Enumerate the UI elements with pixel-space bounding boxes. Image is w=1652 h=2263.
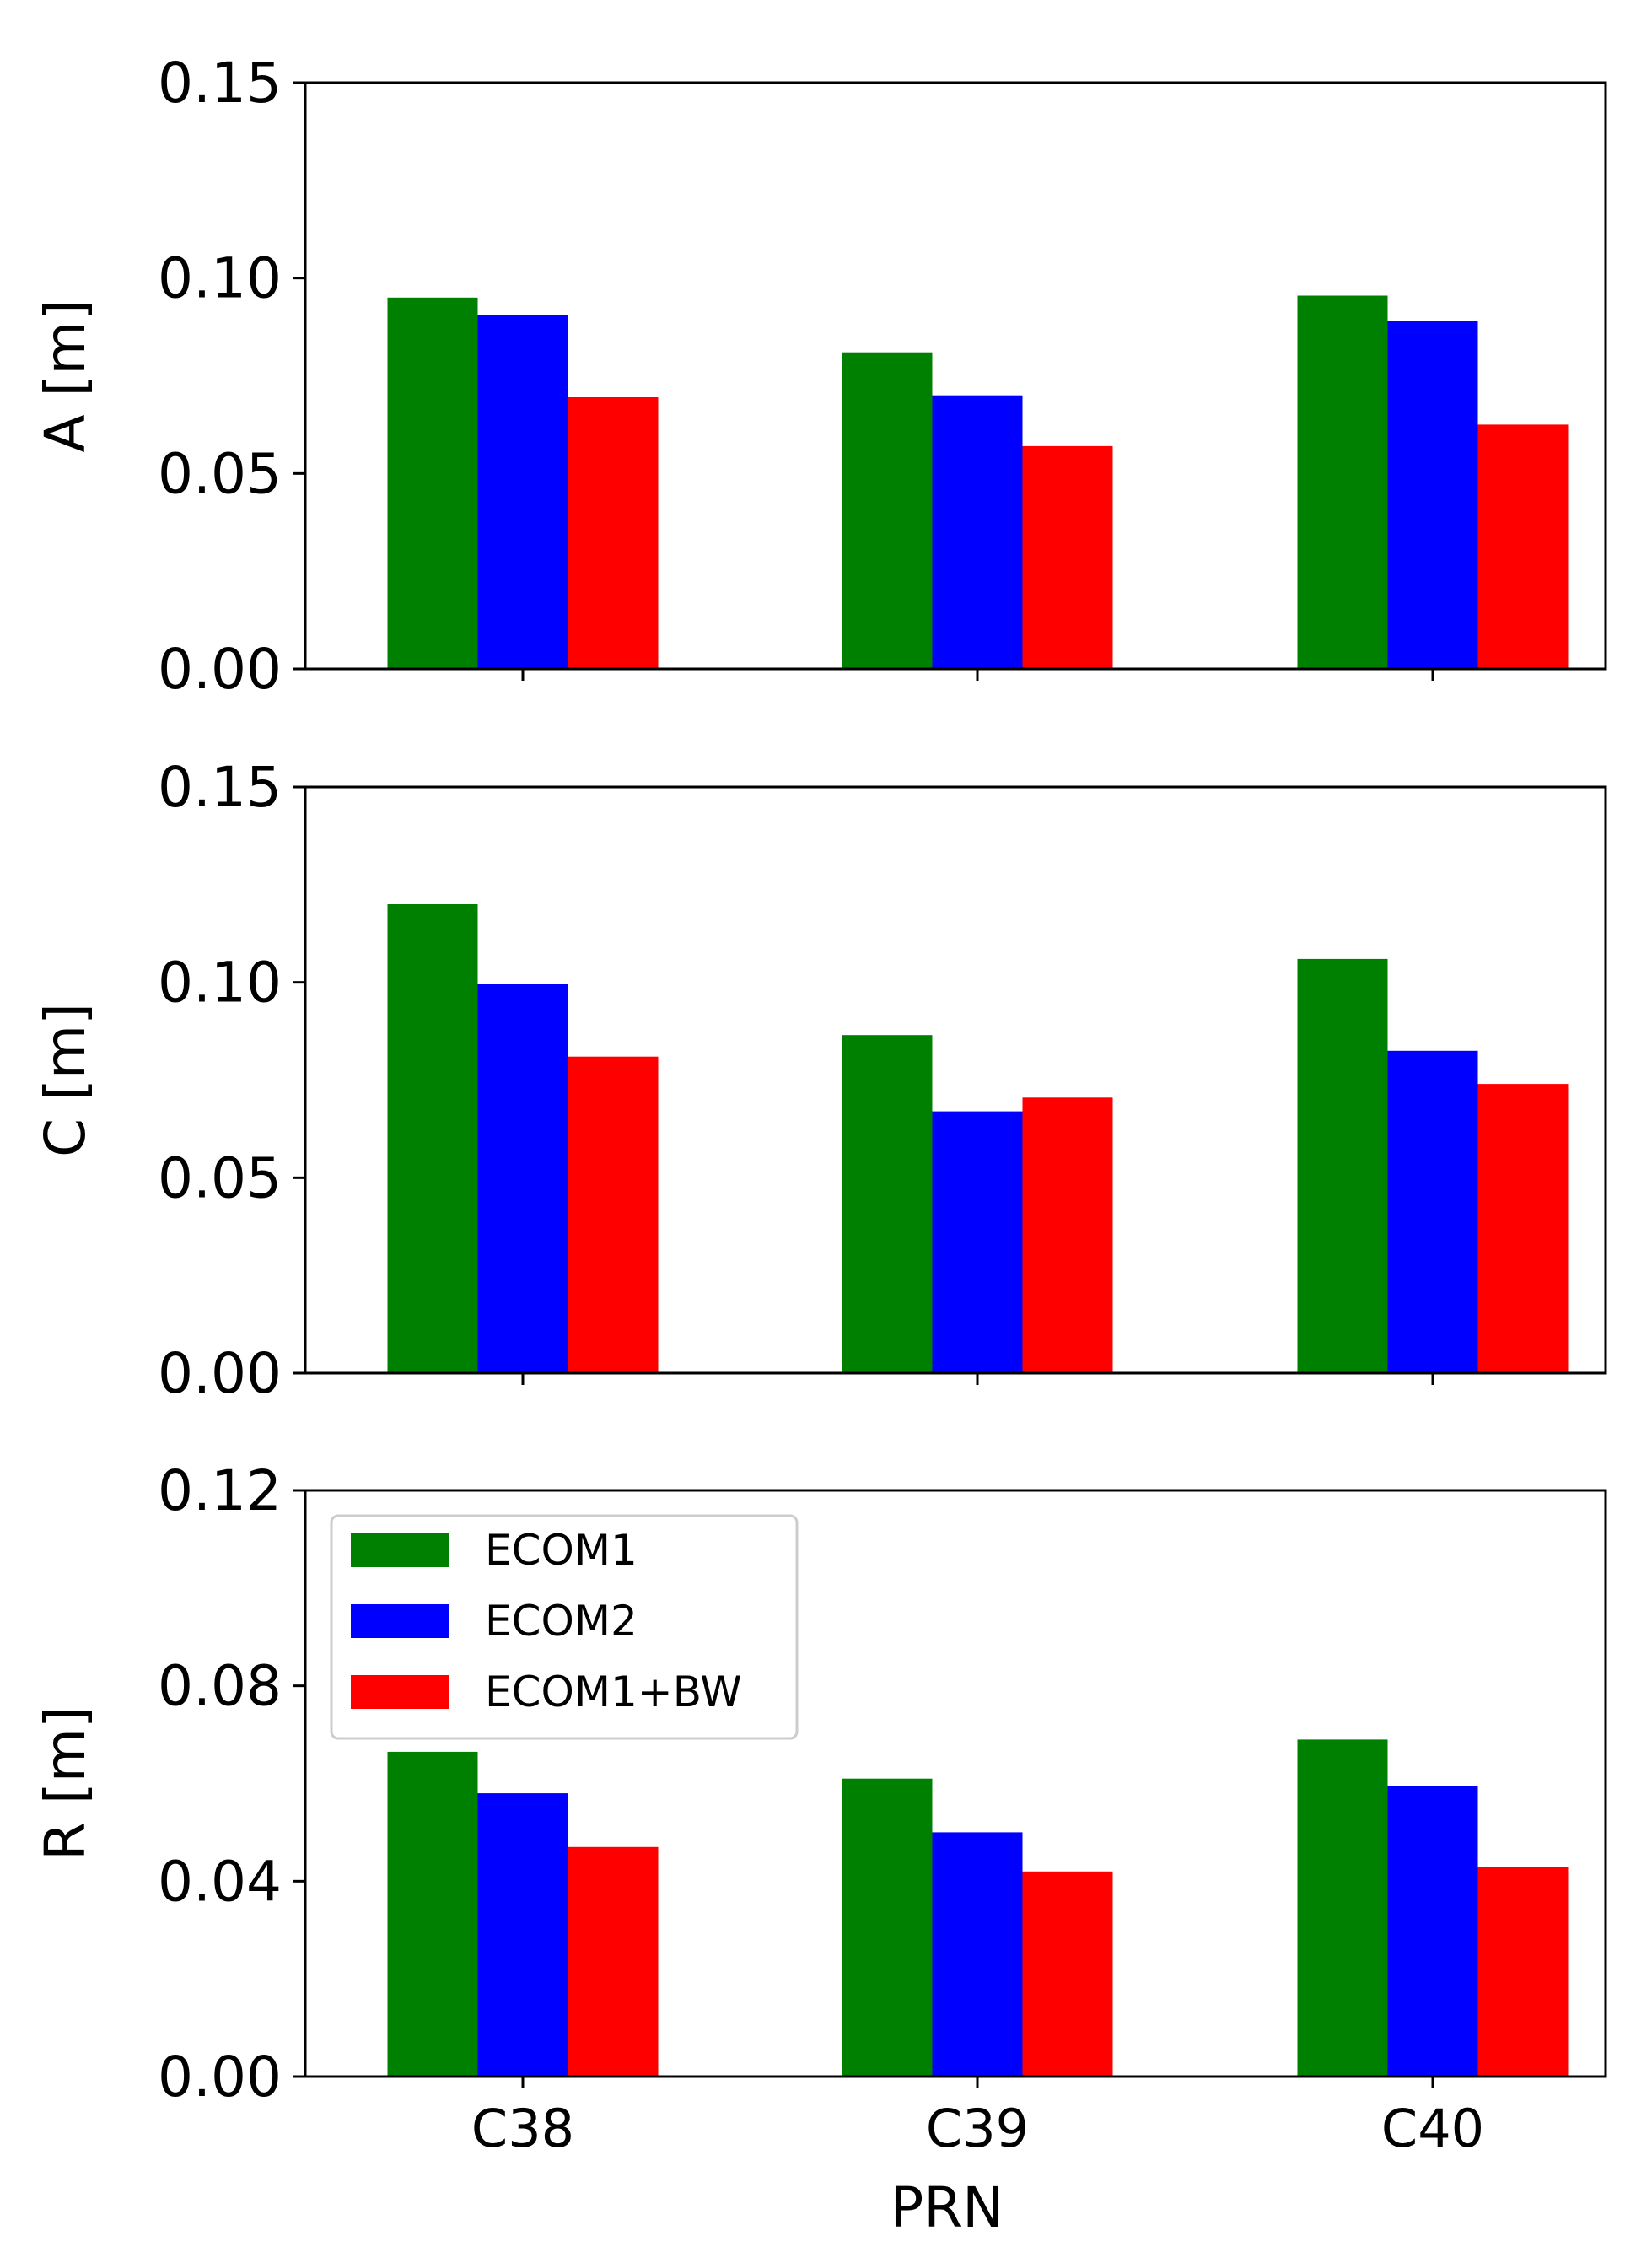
y-tick-label: 0.08 xyxy=(158,1654,282,1719)
y-tick-label: 0.15 xyxy=(158,51,282,116)
bar-c39-ecom2 xyxy=(932,1832,1023,2077)
bar-c39-ecom1-bw xyxy=(1022,1871,1113,2077)
y-tick-label: 0.00 xyxy=(158,2045,282,2109)
bar-c40-ecom1 xyxy=(1297,295,1388,669)
y-tick-label: 0.00 xyxy=(158,637,282,702)
y-tick-label: 0.15 xyxy=(158,755,282,820)
bar-c39-ecom2 xyxy=(932,1111,1023,1373)
legend-label: ECOM1 xyxy=(485,1526,638,1575)
bar-c38-ecom1-bw xyxy=(568,1846,659,2077)
y-tick-label: 0.04 xyxy=(158,1849,282,1914)
x-tick-label: C39 xyxy=(926,2098,1029,2159)
legend-swatch xyxy=(351,1533,449,1567)
y-tick-label: 0.12 xyxy=(158,1458,282,1523)
bar-c38-ecom2 xyxy=(477,315,568,669)
bar-c38-ecom2 xyxy=(477,984,568,1373)
y-axis-label: R [m] xyxy=(33,1706,98,1861)
x-tick-label: C40 xyxy=(1381,2098,1484,2159)
bar-c39-ecom2 xyxy=(932,395,1023,669)
bar-c40-ecom2 xyxy=(1387,321,1478,669)
bar-c40-ecom2 xyxy=(1387,1050,1478,1374)
bar-c38-ecom1-bw xyxy=(568,397,659,669)
y-axis-label: A [m] xyxy=(33,299,98,453)
y-tick-label: 0.00 xyxy=(158,1341,282,1406)
legend: ECOM1 ECOM2 ECOM1+BW xyxy=(330,1514,799,1740)
legend-swatch xyxy=(351,1675,449,1709)
bar-c38-ecom1 xyxy=(387,904,478,1373)
bar-c40-ecom2 xyxy=(1387,1786,1478,2077)
y-tick-label: 0.05 xyxy=(158,1145,282,1210)
y-axis-label: C [m] xyxy=(33,1003,98,1157)
bar-c40-ecom1 xyxy=(1297,1739,1388,2077)
axes-frame xyxy=(304,1489,1607,2078)
bar-c38-ecom1 xyxy=(387,297,478,669)
panel-c: 0.00 0.05 0.10 0.15 C [m] xyxy=(33,755,1607,1406)
x-tick-label: C38 xyxy=(471,2098,574,2159)
bar-c39-ecom1 xyxy=(842,352,933,669)
y-tick-label: 0.10 xyxy=(158,246,282,311)
bar-c40-ecom1 xyxy=(1297,958,1388,1373)
bar-c39-ecom1-bw xyxy=(1022,445,1113,669)
bar-c40-ecom1-bw xyxy=(1477,1867,1569,2077)
panel-a: 0.00 0.05 0.10 0.15 A [m] xyxy=(33,51,1607,702)
legend-swatch xyxy=(351,1604,449,1638)
legend-label: ECOM1+BW xyxy=(485,1668,742,1716)
bar-c40-ecom1-bw xyxy=(1477,424,1569,669)
bar-c39-ecom1-bw xyxy=(1022,1097,1113,1373)
axes-frame xyxy=(304,785,1607,1375)
bar-c38-ecom1 xyxy=(387,1751,478,2077)
bar-c40-ecom1-bw xyxy=(1477,1084,1569,1373)
y-tick-label: 0.05 xyxy=(158,441,282,506)
y-tick-label: 0.10 xyxy=(158,951,282,1016)
legend-label: ECOM2 xyxy=(485,1597,638,1646)
bar-c38-ecom1-bw xyxy=(568,1056,659,1373)
bar-c39-ecom1 xyxy=(842,1035,933,1373)
bar-c39-ecom1 xyxy=(842,1778,933,2077)
axes-frame xyxy=(304,81,1607,671)
bar-c38-ecom2 xyxy=(477,1793,568,2077)
x-axis-label: PRN xyxy=(890,2175,1004,2240)
